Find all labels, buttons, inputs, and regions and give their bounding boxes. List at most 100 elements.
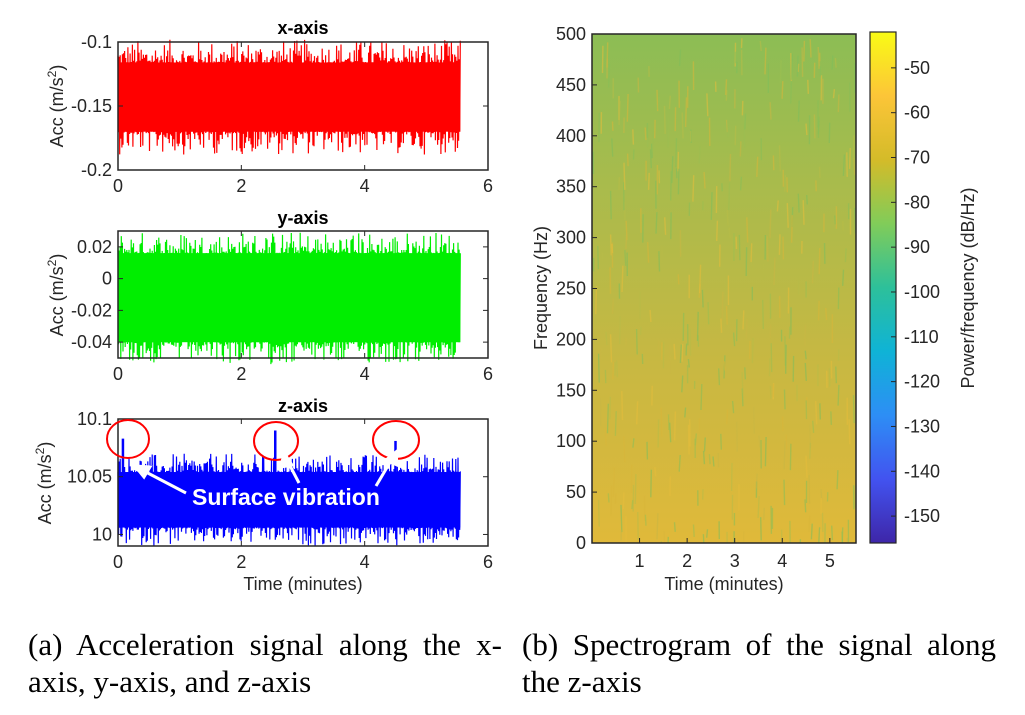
y-tick-label: 400	[556, 126, 586, 146]
colorbar-tick-label: -110	[904, 327, 939, 347]
y-tick-label: 0	[576, 533, 586, 553]
colorbar-tick-label: -150	[904, 506, 940, 526]
spectrogram-streak	[835, 366, 837, 384]
spectrogram-streak	[623, 436, 626, 463]
spectrogram-streak	[746, 217, 749, 243]
spectrogram-streak	[635, 328, 638, 355]
spectrogram-streak	[753, 406, 755, 434]
spectrogram-streak	[702, 450, 706, 465]
spectrogram-streak	[707, 302, 710, 325]
spectrogram-streak	[769, 102, 772, 120]
spectrogram-streak	[675, 138, 678, 168]
spectrogram-streak	[710, 192, 713, 220]
spectrogram-streak	[811, 260, 814, 284]
subplot-z-axis: z-axis 0 2 4 6 10.1 10.05 10 Acc (m/s2) Time (…	[33, 396, 493, 594]
spectrogram-streak	[671, 156, 674, 184]
spectrogram-streak	[804, 350, 807, 360]
spectrogram-streak	[609, 190, 612, 220]
annotation-group: Surface vibration	[106, 419, 420, 510]
y-axis-label: Acc (m/s2)	[45, 254, 67, 337]
spectrogram-streak	[720, 318, 723, 333]
spectrogram-streak	[623, 162, 626, 190]
spectrogram-streak	[764, 47, 767, 75]
spectrogram-streak	[831, 55, 834, 70]
spectrogram-streak	[610, 485, 613, 516]
spectrogram-streak	[721, 291, 724, 322]
spectrogram-streak	[607, 493, 610, 503]
y-tick-label: -0.1	[81, 32, 112, 52]
spectrogram-streak	[668, 344, 672, 374]
spectrogram-image	[592, 34, 856, 543]
y-tick-label: 200	[556, 329, 586, 349]
spectrogram-streak	[595, 286, 598, 315]
colorbar-tick-label: -120	[904, 372, 940, 392]
spectrogram-streak	[597, 353, 600, 383]
spectrogram-streak	[699, 264, 702, 294]
spectrogram-streak	[810, 523, 813, 540]
spectrogram-streak	[805, 123, 808, 136]
spectrogram-streak	[718, 368, 721, 386]
spectrogram-streak	[708, 454, 711, 465]
spectrogram-streak	[756, 156, 759, 177]
x-tick-label: 0	[113, 552, 123, 572]
spectrogram-streak	[649, 309, 652, 323]
signal-trace	[117, 453, 461, 546]
spectrogram-streak	[778, 234, 781, 255]
spectrogram-streak	[837, 94, 840, 113]
spectrogram-streak	[790, 215, 793, 243]
spectrogram-streak	[731, 400, 735, 414]
y-tick-label: 250	[556, 279, 586, 299]
spectrogram-streak	[817, 300, 820, 321]
z-axis-ticks: 0 2 4 6 10.1 10.05 10	[67, 409, 493, 572]
spectrogram-streak	[818, 527, 821, 543]
axes-box	[117, 418, 489, 547]
x-axis-ticks: 0 2 4 6 -0.1 -0.15 -0.2	[71, 32, 493, 196]
spectrogram-streak	[632, 438, 635, 448]
spectrogram-streak	[607, 63, 611, 88]
annotation-arrow	[374, 458, 394, 487]
spectrogram-streak	[818, 166, 821, 178]
spectrogram-streak	[796, 55, 799, 77]
spectrogram-streak	[825, 307, 828, 321]
arrow-head	[383, 449, 399, 468]
spectrogram-streak	[651, 128, 655, 152]
spectrogram-streak	[632, 129, 635, 145]
spectrogram-streak	[614, 493, 617, 504]
spectrogram-streak	[842, 269, 845, 286]
spectrogram-streak	[750, 262, 753, 274]
spectrogram-streak	[656, 89, 659, 112]
spectrogram-streak	[685, 364, 688, 374]
spectrogram-streak	[678, 49, 682, 66]
spectrogram-streak	[803, 40, 806, 62]
spectrogram-streak	[639, 326, 642, 336]
spectrogram-streak	[706, 93, 709, 117]
spectrogram-streak	[728, 182, 731, 211]
spectrogram-streak	[797, 193, 800, 213]
spectrogram-streak	[801, 47, 804, 77]
x-tick-label: 0	[113, 364, 123, 384]
y-axis-ticks: 0 2 4 6 0.02 0 -0.02 -0.04	[71, 231, 493, 384]
spectrogram-streak	[734, 125, 737, 146]
spectrogram-streak	[732, 332, 736, 347]
x-tick-label: 2	[682, 551, 692, 571]
spectrogram-streak	[618, 100, 621, 126]
spectrogram-streak	[700, 383, 703, 411]
spectrogram-streak	[725, 273, 727, 296]
x-tick-label: 1	[635, 551, 645, 571]
spectrogram-streak	[654, 466, 657, 477]
colorbar-tick-label: -100	[904, 282, 940, 302]
spectrogram-streak	[757, 496, 760, 519]
axes-box	[117, 230, 489, 359]
spectrogram-streak	[655, 212, 658, 234]
spectrogram-streak	[844, 248, 847, 263]
spectrogram-streak	[692, 175, 695, 202]
spectrogram-streak	[806, 194, 808, 205]
spectrogram-streak	[725, 305, 728, 325]
spectrogram-streak	[656, 513, 659, 540]
y-tick-label: 150	[556, 380, 586, 400]
spectrogram-streak	[631, 500, 634, 510]
caption-a: (a) Acceleration signal along the x-axis…	[28, 627, 502, 699]
spectrogram-streak	[687, 359, 690, 368]
